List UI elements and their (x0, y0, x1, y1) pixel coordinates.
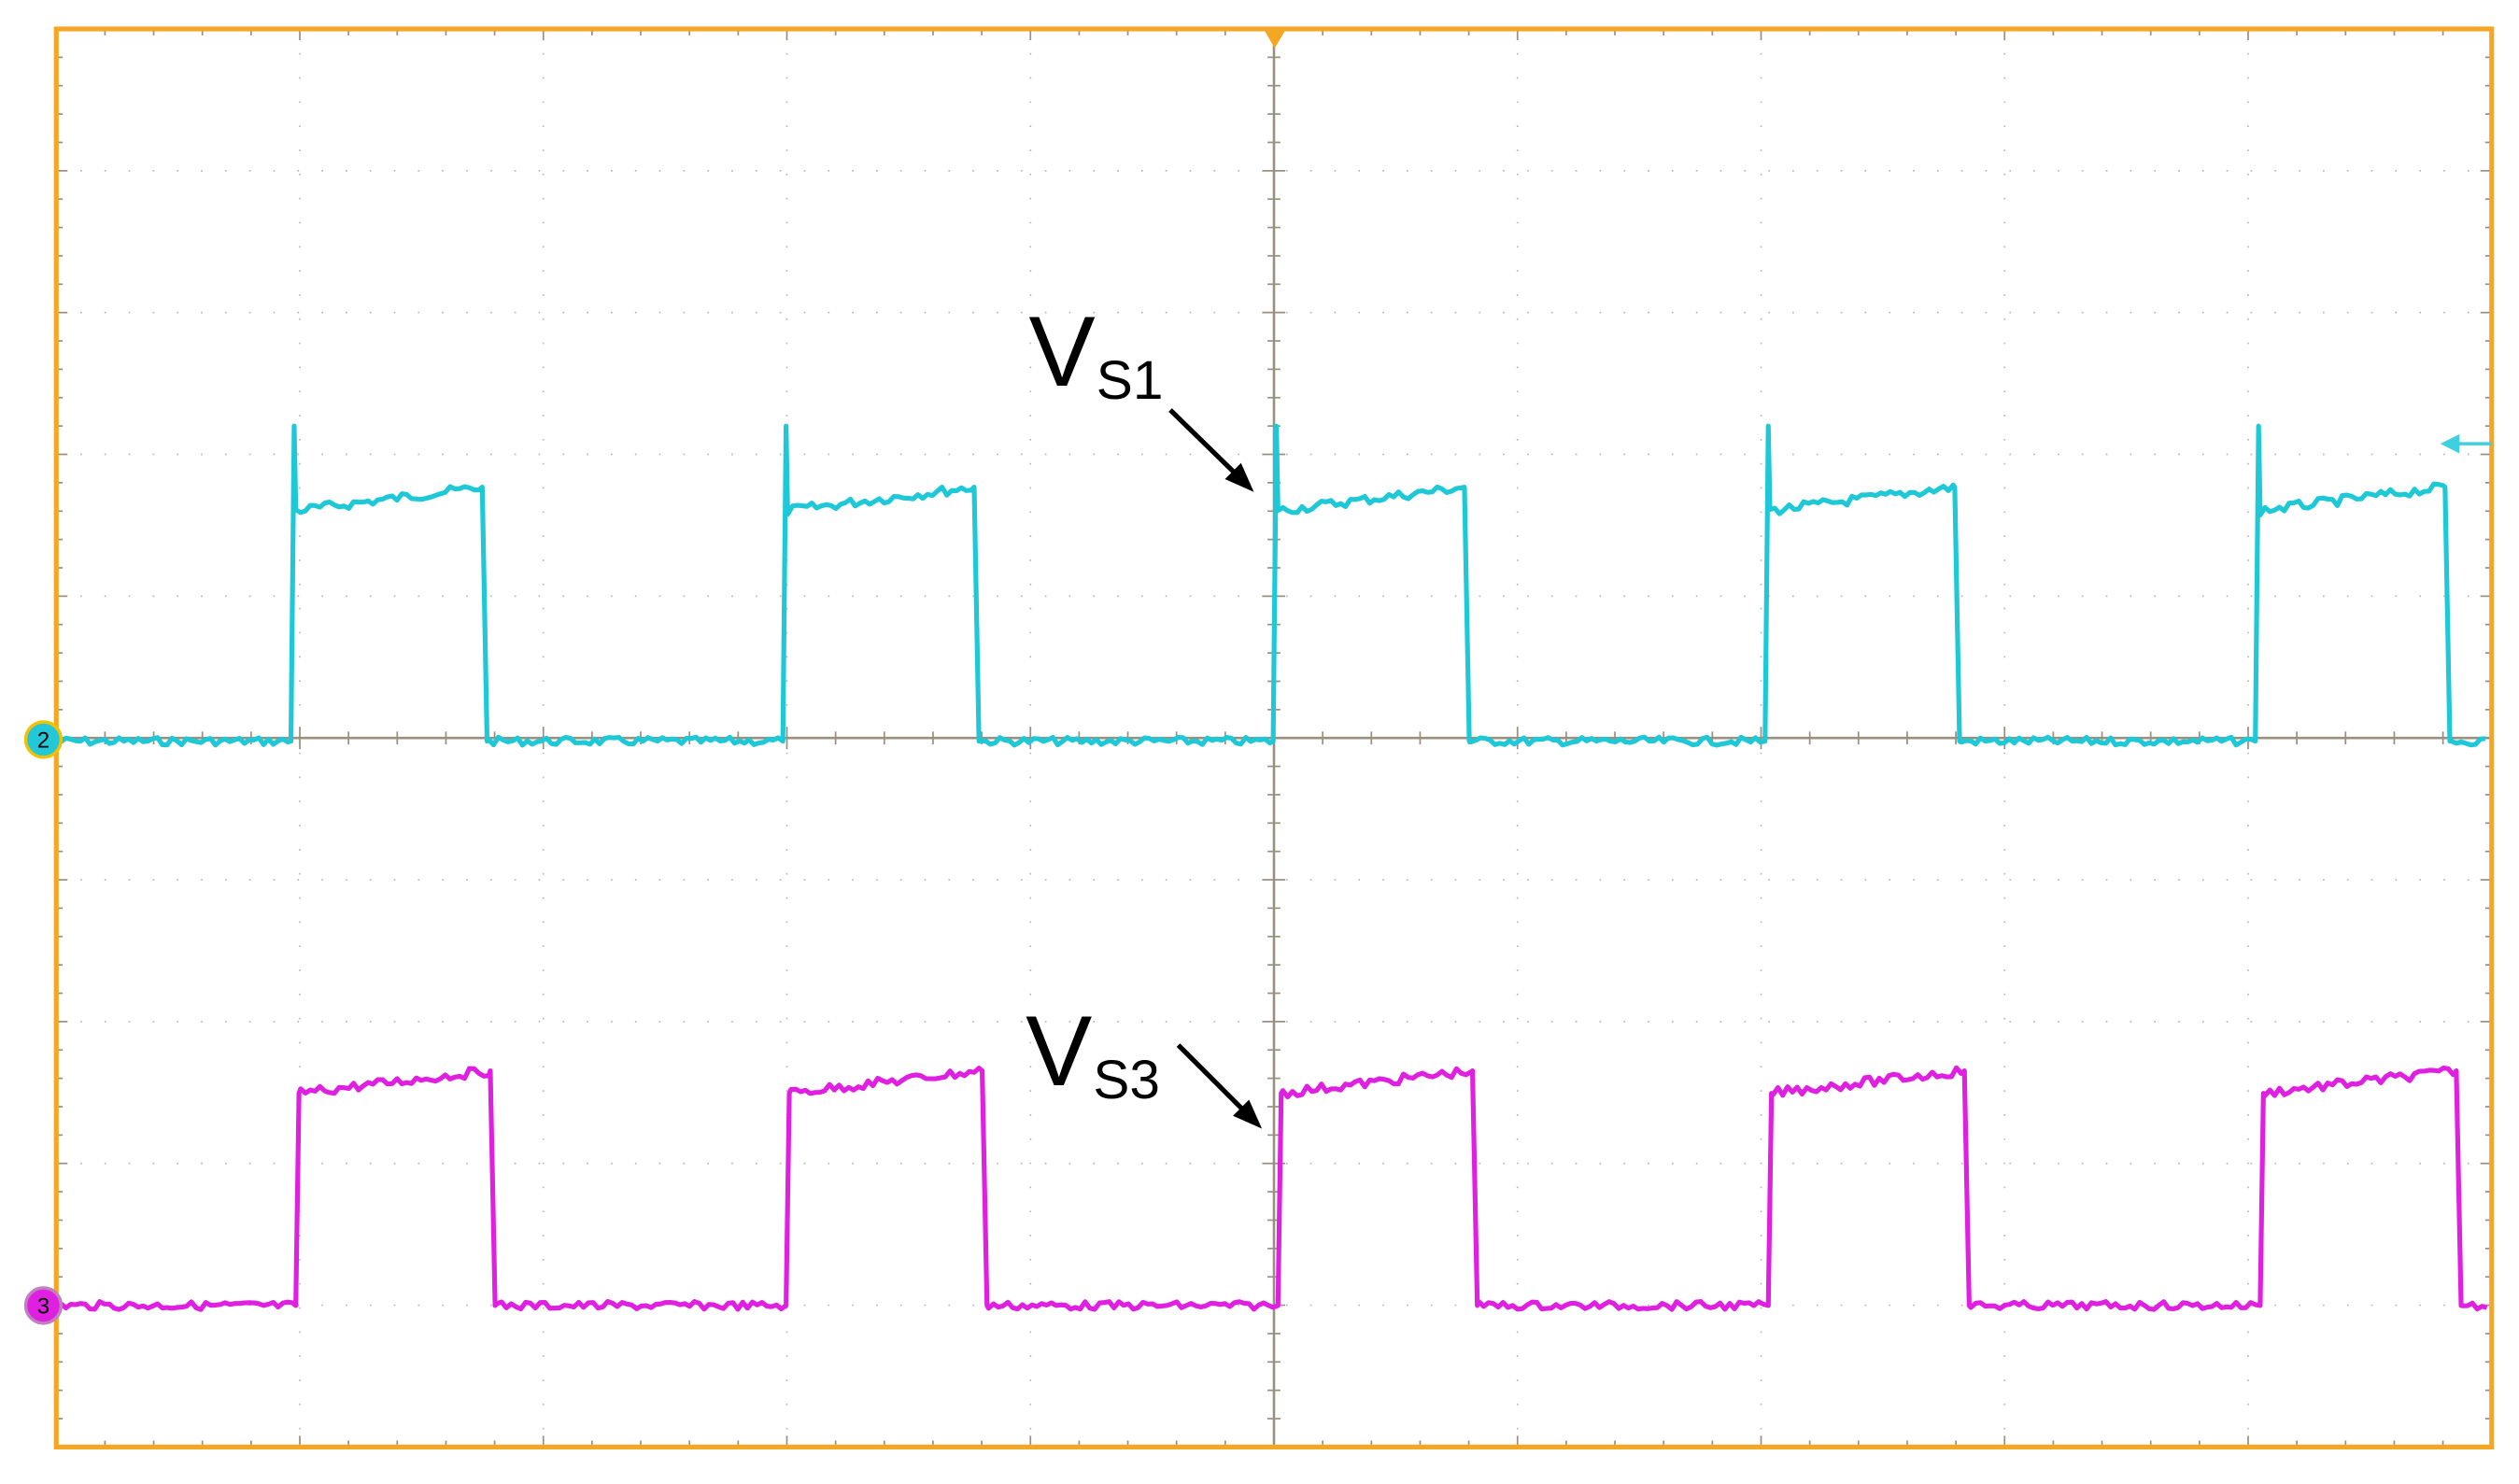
label-vs3: V S3 (1026, 995, 1263, 1129)
trigger-level-marker (2440, 433, 2492, 454)
waveforms (53, 423, 2488, 1312)
arrow-line (1176, 1043, 1248, 1115)
trigger-position-marker (1263, 28, 1286, 49)
channel-2-marker: 2 (23, 720, 64, 759)
waveform-trace (53, 423, 2486, 748)
label-subscript: S1 (1097, 350, 1164, 411)
arrow-head (1224, 462, 1254, 492)
channel-number: 2 (37, 728, 50, 754)
arrow-line (1168, 408, 1240, 478)
label-vs1: V S1 (1029, 295, 1254, 492)
label-main: V (1026, 995, 1092, 1107)
label-subscript: S3 (1093, 1050, 1160, 1110)
channel-badge (23, 720, 64, 759)
label-main: V (1029, 295, 1096, 407)
channel-3-marker: 3 (23, 1286, 64, 1325)
arrow-head (1233, 1099, 1263, 1129)
channel-number: 3 (37, 1294, 50, 1320)
trigger-level-arrow (2440, 433, 2460, 454)
waveform-trace (53, 1065, 2488, 1312)
channel-badge (23, 1286, 64, 1325)
